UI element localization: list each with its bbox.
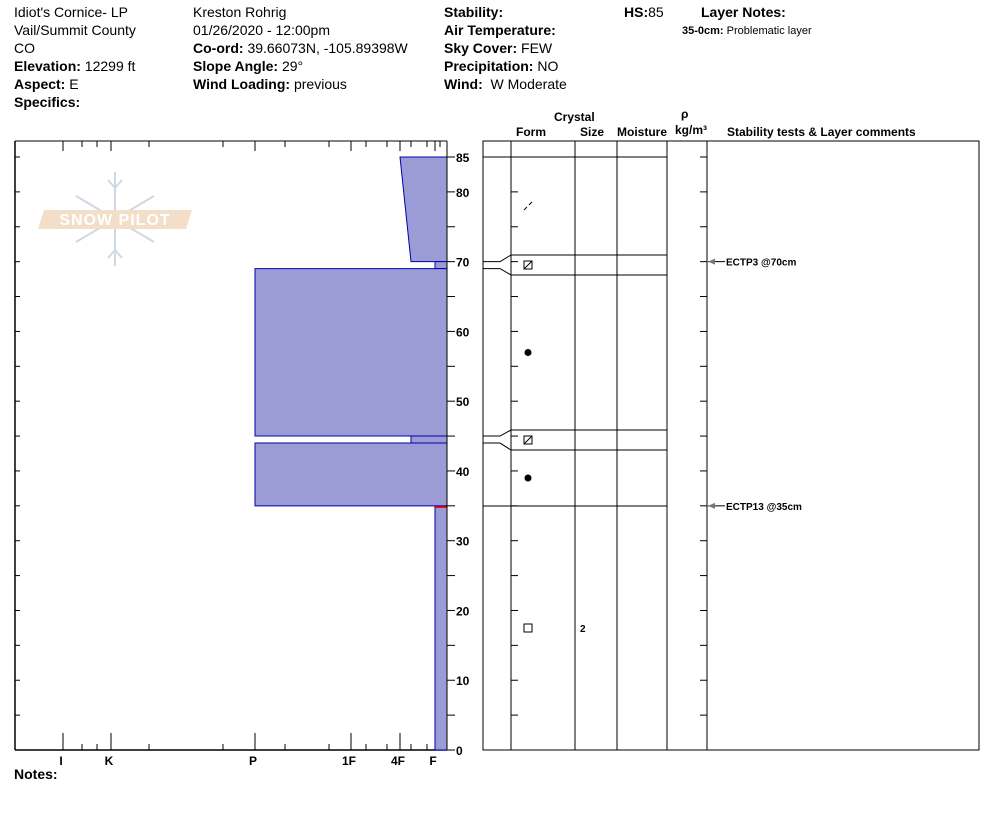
moisture-header: Moisture <box>617 125 668 139</box>
layer-note-range: 35-0cm: <box>682 25 724 37</box>
depth-label: 40 <box>456 465 470 479</box>
layer-connector <box>483 442 512 451</box>
density-header: kg/m³ <box>675 123 708 137</box>
hs: HS:85 <box>624 3 664 21</box>
state: CO <box>14 40 35 56</box>
layer-connector <box>483 429 512 437</box>
crystal-header: Crystal <box>554 110 595 124</box>
air-temp-label: Air Temperature: <box>444 22 556 38</box>
coord-label: Co-ord: <box>193 40 244 56</box>
hardness-tick-label: K <box>105 754 114 768</box>
hardness-tick-label: F <box>429 754 436 768</box>
slope-label: Slope Angle: <box>193 58 279 74</box>
hs-value: 85 <box>648 4 664 20</box>
hardness-layer <box>254 268 448 437</box>
layer-notes-label: Layer Notes: <box>701 4 786 20</box>
arrow-left-icon <box>708 502 715 509</box>
notes-label: Notes: <box>14 766 58 782</box>
elevation-label: Elevation: <box>14 58 81 74</box>
depth-label: 20 <box>456 604 470 618</box>
aspect-label: Aspect: <box>14 76 66 92</box>
sky-label: Sky Cover: <box>444 40 518 56</box>
hs-label: HS: <box>624 4 649 20</box>
layer-note: 35-0cm: Problematic layer <box>682 22 812 40</box>
crystal-size: 2 <box>580 624 586 635</box>
rho-header: ρ <box>681 107 689 121</box>
coord-value: 39.66073N, -105.89398W <box>247 40 408 56</box>
layer-grid <box>482 140 980 751</box>
size-header: Size <box>580 125 605 139</box>
precip-label: Precipitation: <box>444 58 534 74</box>
location: Idiot's Cornice- LP <box>14 4 128 20</box>
logo-banner <box>38 210 192 229</box>
precipitation: Precipitation: NO <box>444 57 558 75</box>
faceted-rounded-icon-slash <box>523 260 533 270</box>
faceted-rounded-icon-slash <box>523 435 533 445</box>
wind-value: W Moderate <box>490 76 567 92</box>
hardness-layer <box>399 156 448 263</box>
precip-value: NO <box>537 58 559 74</box>
hardness-tick-label: I <box>59 754 62 768</box>
rounded-grains-icon <box>524 474 532 482</box>
observer: Kreston Rohrig <box>193 4 287 20</box>
hardness-tick-label: P <box>249 754 257 768</box>
wind: Wind: W Moderate <box>444 75 567 93</box>
stability-test-label: ECTP13 @35cm <box>726 502 802 513</box>
specifics-label: Specifics: <box>14 94 81 110</box>
depth-label: 50 <box>456 395 470 409</box>
layer-note-text: Problematic layer <box>726 25 812 37</box>
sky-value: FEW <box>521 40 553 56</box>
snowpilot-logo: SNOW PILOT <box>38 172 192 266</box>
hardness-layer <box>254 442 448 507</box>
depth-label: 70 <box>456 256 470 270</box>
logo-text: SNOW PILOT <box>59 212 170 229</box>
elevation: Elevation: 12299 ft <box>14 57 135 75</box>
depth-label: 0 <box>456 744 463 758</box>
wind-label: Wind: <box>444 76 483 92</box>
wind-loading: Wind Loading: previous <box>193 75 347 93</box>
wind-loading-value: previous <box>293 76 347 92</box>
region: Vail/Summit County <box>14 22 136 38</box>
depth-label: 30 <box>456 535 470 549</box>
slope: Slope Angle: 29° <box>193 57 303 75</box>
faceted-rounded-icon <box>523 435 533 445</box>
depth-label: 60 <box>456 325 470 339</box>
wind-loading-label: Wind Loading: <box>193 76 291 92</box>
layer-connector <box>483 268 512 276</box>
datetime: 01/26/2020 - 12:00pm <box>193 22 330 38</box>
hardness-layer <box>410 435 448 444</box>
depth-label: 85 <box>456 151 470 165</box>
stability-test-label: ECTP3 @70cm <box>726 258 796 269</box>
aspect: Aspect: E <box>14 75 79 93</box>
elevation-value: 12299 ft <box>84 58 136 74</box>
hardness-tick-label: 4F <box>391 754 405 768</box>
coord: Co-ord: 39.66073N, -105.89398W <box>193 39 408 57</box>
hardness-layer <box>434 505 448 751</box>
stability-label: Stability: <box>444 4 504 20</box>
comments-header: Stability tests & Layer comments <box>727 125 916 139</box>
faceted-rounded-icon <box>523 260 533 270</box>
rounded-grains-icon <box>524 349 532 356</box>
slope-value: 29° <box>281 58 304 74</box>
depth-label: 80 <box>456 186 470 200</box>
hardness-layer <box>434 261 448 270</box>
hardness-tick-label: 1F <box>342 754 356 768</box>
decomposing-fragments-icon <box>523 201 533 211</box>
layer-connector <box>483 254 512 263</box>
aspect-value: E <box>69 76 79 92</box>
faceted-crystals-icon <box>523 623 533 633</box>
arrow-left-icon <box>708 258 715 265</box>
form-header: Form <box>516 125 546 139</box>
depth-label: 10 <box>456 674 470 688</box>
sky-cover: Sky Cover: FEW <box>444 39 552 57</box>
